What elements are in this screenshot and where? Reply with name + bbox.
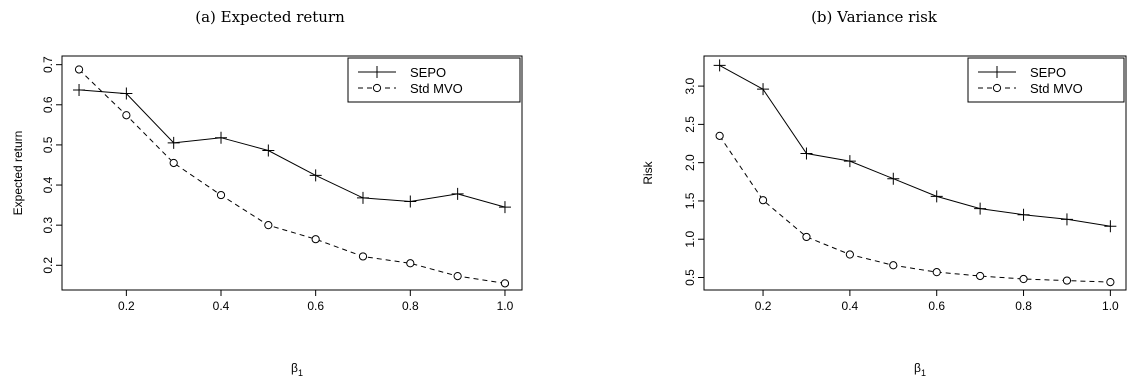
y-tick-label: 0.3 bbox=[41, 216, 55, 233]
point-std-mvo bbox=[1062, 276, 1072, 285]
point-sepo bbox=[120, 87, 133, 100]
point-sepo bbox=[757, 83, 770, 96]
y-tick-label: 0.2 bbox=[41, 257, 55, 274]
point-std-mvo bbox=[889, 261, 898, 270]
x-tick-label: 0.2 bbox=[755, 299, 772, 313]
x-tick-label: 0.4 bbox=[213, 299, 230, 313]
point-sepo bbox=[73, 83, 86, 96]
y-tick-label: 1.0 bbox=[683, 231, 697, 248]
point-sepo bbox=[1104, 220, 1117, 233]
x-axis-label: β1 bbox=[291, 361, 303, 378]
point-sepo bbox=[1017, 208, 1030, 221]
point-std-mvo bbox=[932, 268, 941, 277]
point-std-mvo bbox=[122, 111, 131, 120]
point-sepo bbox=[262, 144, 275, 157]
y-axis-label: Risk bbox=[641, 160, 655, 184]
point-std-mvo bbox=[500, 279, 510, 288]
y-tick-label: 0.6 bbox=[41, 96, 55, 113]
point-sepo bbox=[1060, 213, 1073, 226]
series-line-sepo bbox=[719, 64, 1111, 227]
point-std-mvo bbox=[758, 196, 768, 205]
legend-label: Std MVO bbox=[1030, 81, 1083, 96]
point-sepo bbox=[713, 59, 726, 72]
x-tick-label: 0.6 bbox=[307, 299, 324, 313]
y-tick-label: 1.5 bbox=[683, 192, 697, 209]
series-line-std-mvo bbox=[78, 69, 506, 284]
point-sepo bbox=[309, 169, 322, 182]
series-line-sepo bbox=[78, 89, 506, 208]
panel-variance-risk: (b) Variance risk 0.2 0.4 0.6 0.8 1.0 0.5 1.0 1.… bbox=[641, 8, 1127, 378]
y-tick-label: 0.4 bbox=[41, 176, 55, 193]
legend-label: SEPO bbox=[410, 65, 446, 80]
plot-frame bbox=[703, 55, 1127, 291]
plot-frame bbox=[61, 55, 523, 291]
y-tick-label: 2.5 bbox=[683, 116, 697, 133]
x-axis-subscript: 1 bbox=[921, 368, 926, 378]
x-axis-symbol: β bbox=[914, 361, 921, 375]
point-std-mvo bbox=[216, 190, 226, 200]
point-std-mvo bbox=[1106, 277, 1115, 287]
point-std-mvo bbox=[1019, 274, 1028, 284]
point-std-mvo bbox=[802, 232, 811, 242]
point-std-mvo bbox=[264, 221, 273, 230]
x-axis-subscript: 1 bbox=[298, 368, 303, 378]
point-std-mvo bbox=[845, 250, 854, 259]
x-tick-label: 0.6 bbox=[928, 299, 945, 313]
point-sepo bbox=[498, 201, 511, 214]
point-sepo bbox=[404, 195, 417, 208]
point-std-mvo bbox=[715, 131, 724, 140]
legend-marker-plus bbox=[991, 66, 1003, 78]
point-std-mvo bbox=[74, 65, 84, 74]
y-tick-label: 3.0 bbox=[683, 77, 697, 94]
point-sepo bbox=[215, 131, 228, 144]
x-tick-label: 1.0 bbox=[497, 299, 514, 313]
panel-expected-return: (a) Expected return 0.2 0.4 0.6 0.8 1.0 0.2 0.3… bbox=[11, 8, 523, 378]
y-tick-label: 2.0 bbox=[683, 154, 697, 171]
point-sepo bbox=[800, 147, 813, 160]
y-axis-label: Expected return bbox=[11, 131, 25, 216]
legend-marker-plus bbox=[371, 66, 383, 78]
x-tick-label: 0.8 bbox=[1015, 299, 1032, 313]
point-std-mvo bbox=[169, 158, 178, 168]
legend-label: Std MVO bbox=[410, 81, 463, 96]
legend-box bbox=[967, 57, 1125, 103]
point-std-mvo bbox=[406, 259, 415, 268]
x-tick-label: 0.4 bbox=[842, 299, 859, 313]
point-sepo bbox=[451, 187, 464, 200]
point-std-mvo bbox=[453, 272, 462, 281]
legend-label: SEPO bbox=[1030, 65, 1066, 80]
x-tick-label: 1.0 bbox=[1102, 299, 1119, 313]
x-tick-label: 0.8 bbox=[402, 299, 419, 313]
point-sepo bbox=[887, 172, 900, 185]
x-axis-symbol: β bbox=[291, 361, 298, 375]
point-sepo bbox=[356, 191, 369, 204]
point-sepo bbox=[167, 136, 180, 149]
x-tick-label: 0.2 bbox=[118, 299, 135, 313]
point-std-mvo bbox=[311, 235, 320, 244]
legend-box bbox=[347, 57, 521, 103]
y-tick-label: 0.5 bbox=[41, 136, 55, 153]
chart-title: (b) Variance risk bbox=[811, 8, 938, 26]
point-sepo bbox=[843, 155, 856, 168]
point-std-mvo bbox=[976, 271, 985, 281]
point-sepo bbox=[930, 190, 943, 203]
legend-marker-circle bbox=[992, 83, 1002, 93]
point-sepo bbox=[974, 202, 987, 215]
x-axis-label: β1 bbox=[914, 361, 926, 378]
point-std-mvo bbox=[358, 252, 368, 261]
legend-marker-circle bbox=[372, 83, 382, 93]
series-line-std-mvo bbox=[719, 135, 1111, 283]
y-tick-label: 0.5 bbox=[683, 269, 697, 286]
y-tick-label: 0.7 bbox=[41, 56, 55, 73]
chart-title: (a) Expected return bbox=[195, 8, 345, 26]
